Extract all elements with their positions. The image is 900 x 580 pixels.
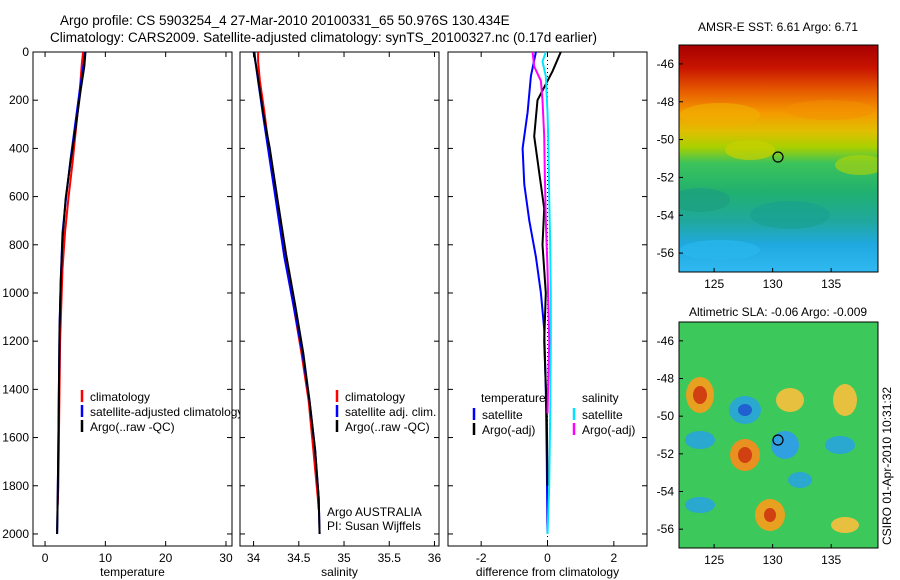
x-tick-label: 130	[763, 277, 783, 291]
y-tick-label: 1000	[2, 286, 29, 300]
legend-label: Argo(-adj)	[582, 423, 635, 437]
x-tick-label: 0	[42, 551, 49, 565]
annotation-text: Argo AUSTRALIA	[327, 505, 422, 519]
x-tick-label: 135	[821, 277, 841, 291]
x-tick-label: 2	[610, 551, 617, 565]
series-line	[541, 52, 552, 535]
legend-label: satellite adj. clim.	[345, 405, 436, 419]
series-line	[531, 52, 551, 414]
y-tick-label: -50	[657, 409, 675, 423]
argo-location-marker	[772, 434, 784, 446]
series-line	[252, 52, 321, 535]
x-axis-label: temperature	[100, 565, 165, 579]
x-tick-label: 35	[337, 551, 351, 565]
x-tick-label: 34	[247, 551, 261, 565]
x-axis-label: salinity	[321, 565, 358, 579]
y-tick-label: -46	[657, 57, 675, 71]
series-group	[521, 52, 562, 535]
y-tick-label: 1200	[2, 334, 29, 348]
legend-label: Argo(..raw -QC)	[345, 420, 430, 434]
series-group	[56, 52, 87, 535]
series-line	[56, 52, 87, 535]
legend-label: Argo(..raw -QC)	[90, 420, 175, 434]
legend-label: Argo(-adj)	[482, 423, 535, 437]
x-axis-label: difference from climatology	[476, 565, 619, 579]
temperature-panel: 0 10 20 30 0 200 400 600 800 1000 1200 1400 1600 1800…	[2, 45, 243, 579]
y-tick-label: -56	[657, 246, 675, 260]
y-tick-label: -46	[657, 334, 675, 348]
x-tick-label: 130	[763, 553, 783, 567]
y-tick-label: 0	[22, 45, 29, 59]
legend-label: climatology	[345, 390, 405, 404]
y-tick-label: 800	[9, 238, 29, 252]
x-tick-label: -2	[476, 551, 487, 565]
y-tick-label: 600	[9, 190, 29, 204]
series-group	[252, 52, 321, 535]
y-tick-label: -52	[657, 447, 675, 461]
y-tick-label: -48	[657, 372, 675, 386]
x-tick-label: 34.5	[287, 551, 311, 565]
sla-map-title: Altimetric SLA: -0.06 Argo: -0.009	[689, 305, 867, 319]
x-tick-label: 35.5	[378, 551, 402, 565]
legend-title: temperature	[481, 391, 546, 405]
y-tick-label: 2000	[2, 527, 29, 541]
figure-title-line2: Climatology: CARS2009. Satellite-adjuste…	[50, 30, 598, 45]
legend-title: salinity	[582, 391, 619, 405]
y-tick-label: -52	[657, 170, 675, 184]
sst-map: AMSR-E SST: 6.61 Argo: 6.71 125 130 135 -46…	[657, 20, 879, 291]
annotation-text: PI: Susan Wijffels	[327, 519, 421, 533]
y-tick-label: 1400	[2, 382, 29, 396]
salinity-panel: 34 34.5 35 35.5 36 salinity climatologysatelli…	[239, 51, 442, 579]
plot-frame	[32, 51, 233, 547]
x-tick-label: 0	[544, 551, 551, 565]
y-tick-label: 200	[9, 93, 29, 107]
sla-map: Altimetric SLA: -0.06 Argo: -0.009 125 13…	[657, 305, 879, 567]
plot-frame	[239, 51, 440, 547]
x-tick-label: 135	[821, 553, 841, 567]
x-tick-label: 125	[704, 553, 724, 567]
figure-title-line1: Argo profile: CS 5903254_4 27-Mar-2010 2…	[60, 13, 510, 28]
y-tick-label: -48	[657, 95, 675, 109]
y-tick-label: -54	[657, 485, 675, 499]
legend-label: satellite	[582, 408, 623, 422]
x-tick-label: 36	[428, 551, 442, 565]
legend-label: satellite	[482, 408, 523, 422]
argo-location-marker	[772, 151, 784, 163]
y-tick-label: 1600	[2, 431, 29, 445]
x-tick-label: 125	[704, 277, 724, 291]
x-tick-label: 10	[99, 551, 113, 565]
y-tick-label: 1800	[2, 479, 29, 493]
x-tick-label: 20	[159, 551, 173, 565]
y-tick-label: 400	[9, 141, 29, 155]
legend-label: climatology	[90, 390, 150, 404]
x-tick-label: 30	[219, 551, 233, 565]
y-tick-label: -50	[657, 133, 675, 147]
y-tick-label: -56	[657, 522, 675, 536]
sst-map-title: AMSR-E SST: 6.61 Argo: 6.71	[698, 20, 858, 34]
y-tick-label: -54	[657, 208, 675, 222]
legend-label: satellite-adjusted climatology	[90, 405, 243, 419]
